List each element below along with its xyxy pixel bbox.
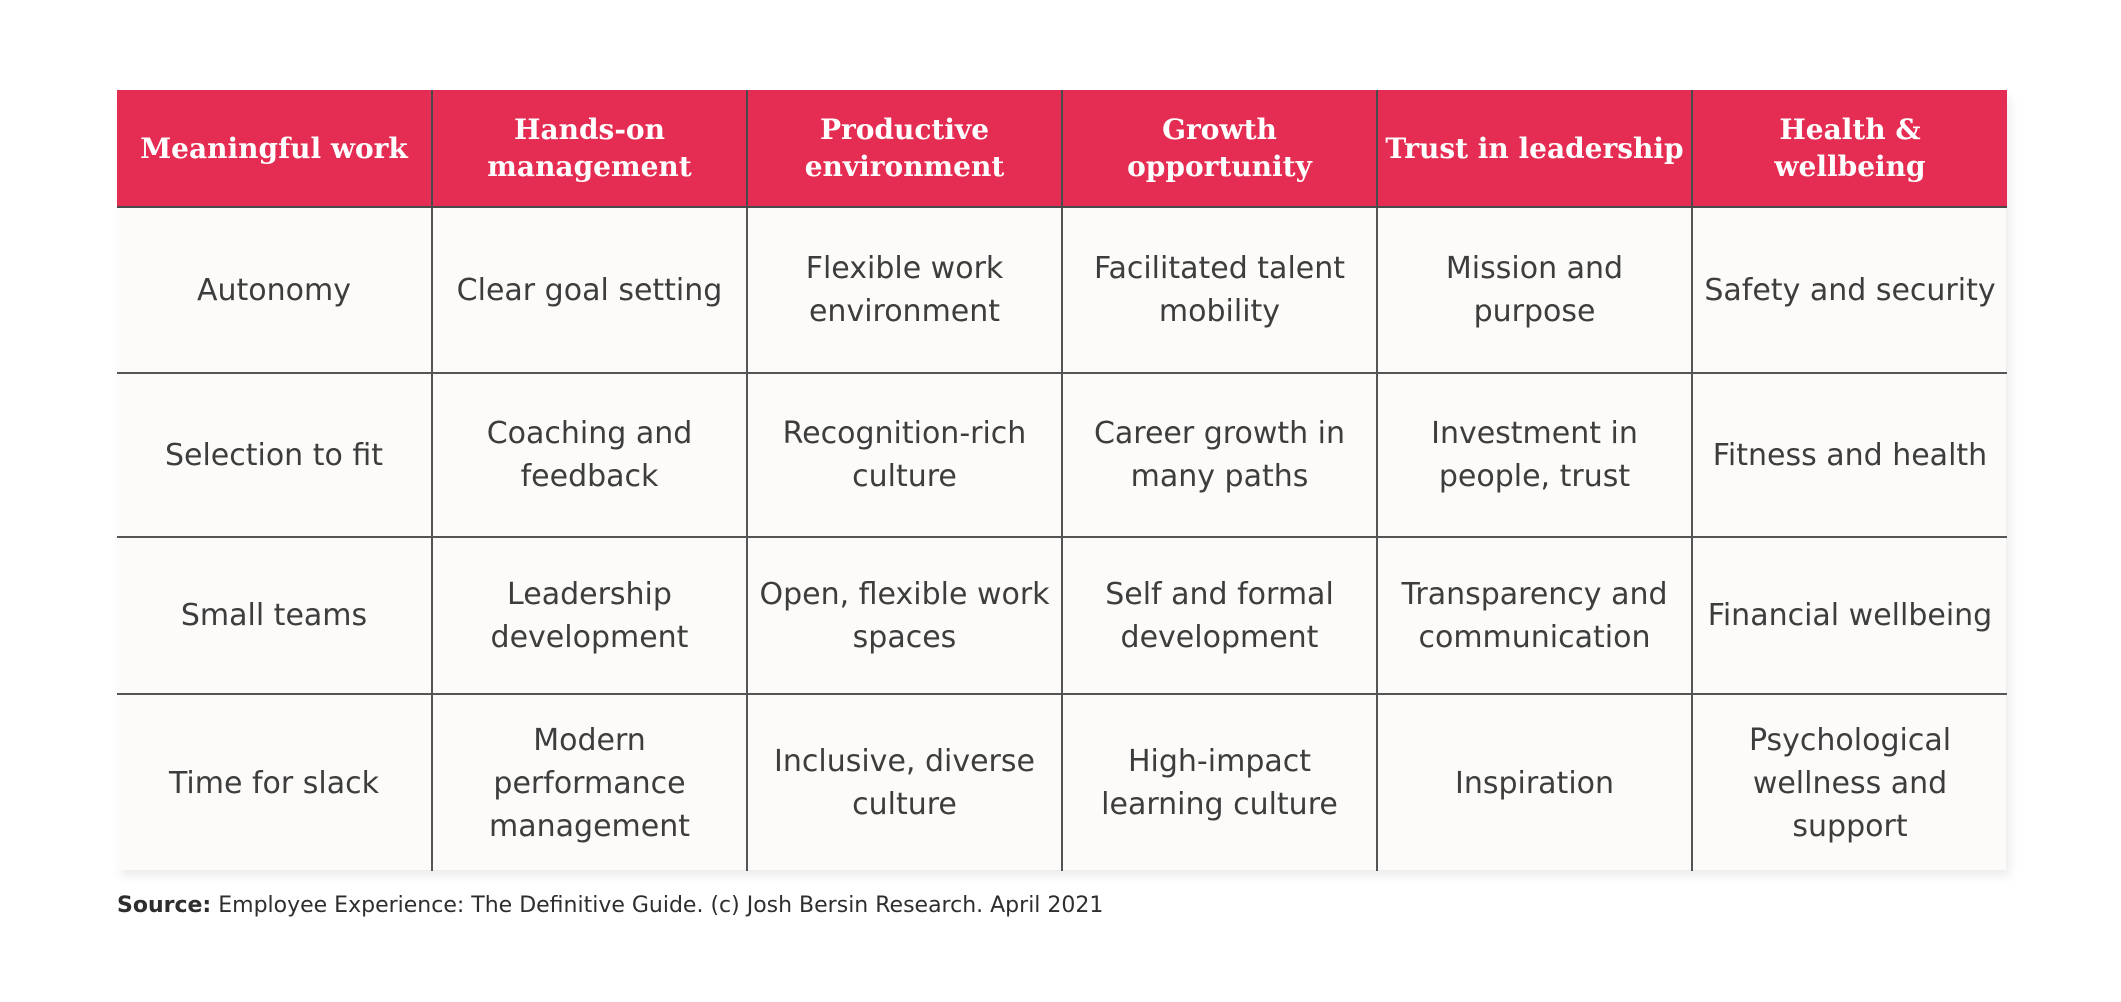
table-cell: Investment in people, trust <box>1376 373 1692 538</box>
table-cell: Coaching and feedback <box>431 373 747 538</box>
table-cell: High-impact learning culture <box>1061 694 1377 871</box>
column-header: Meaningful work <box>117 90 432 208</box>
table-cell: Inspiration <box>1376 694 1692 871</box>
table-cell: Psychological wellness and support <box>1691 694 2007 871</box>
column-header: Trust in leadership <box>1376 90 1692 208</box>
employee-experience-table-container: Meaningful work Hands-on management Prod… <box>117 90 2007 871</box>
table-cell: Flexible work environment <box>746 207 1062 374</box>
table-row: Small teams Leadership development Open,… <box>117 537 2007 695</box>
source-text: Employee Experience: The Definitive Guid… <box>218 893 1104 918</box>
table-cell: Self and formal development <box>1061 537 1377 695</box>
table-cell: Fitness and health <box>1691 373 2007 538</box>
table-cell: Small teams <box>117 537 432 695</box>
column-header: Productive environment <box>746 90 1062 208</box>
table-row: Autonomy Clear goal setting Flexible wor… <box>117 207 2007 374</box>
column-header: Growth opportunity <box>1061 90 1377 208</box>
table-cell: Leadership development <box>431 537 747 695</box>
source-note: Source: Employee Experience: The Definit… <box>117 893 1103 918</box>
column-header: Hands-on management <box>431 90 747 208</box>
table-cell: Transparency and communication <box>1376 537 1692 695</box>
table-cell: Open, flexible work spaces <box>746 537 1062 695</box>
column-header: Health & wellbeing <box>1691 90 2007 208</box>
table-cell: Recognition-rich culture <box>746 373 1062 538</box>
table-row: Selection to fit Coaching and feedback R… <box>117 373 2007 538</box>
employee-experience-table: Meaningful work Hands-on management Prod… <box>117 90 2007 871</box>
table-cell: Time for slack <box>169 765 379 801</box>
source-label: Source: <box>117 893 212 918</box>
table-cell: Mission and purpose <box>1376 207 1692 374</box>
table-cell: Financial wellbeing <box>1691 537 2007 695</box>
table-cell: Facilitated talent mobility <box>1061 207 1377 374</box>
table-header-row: Meaningful work Hands-on management Prod… <box>117 90 2007 208</box>
table-cell: Inclusive, diverse culture <box>746 694 1062 871</box>
table-cell: Safety and security <box>1691 207 2007 374</box>
table-cell: Autonomy <box>117 207 432 374</box>
table-row: Time for slack Modern performance manage… <box>117 694 2007 871</box>
table-cell: Clear goal setting <box>431 207 747 374</box>
table-cell: Career growth in many paths <box>1061 373 1377 538</box>
table-cell: Modern performance management <box>431 694 747 871</box>
table-cell: Selection to fit <box>117 373 432 538</box>
